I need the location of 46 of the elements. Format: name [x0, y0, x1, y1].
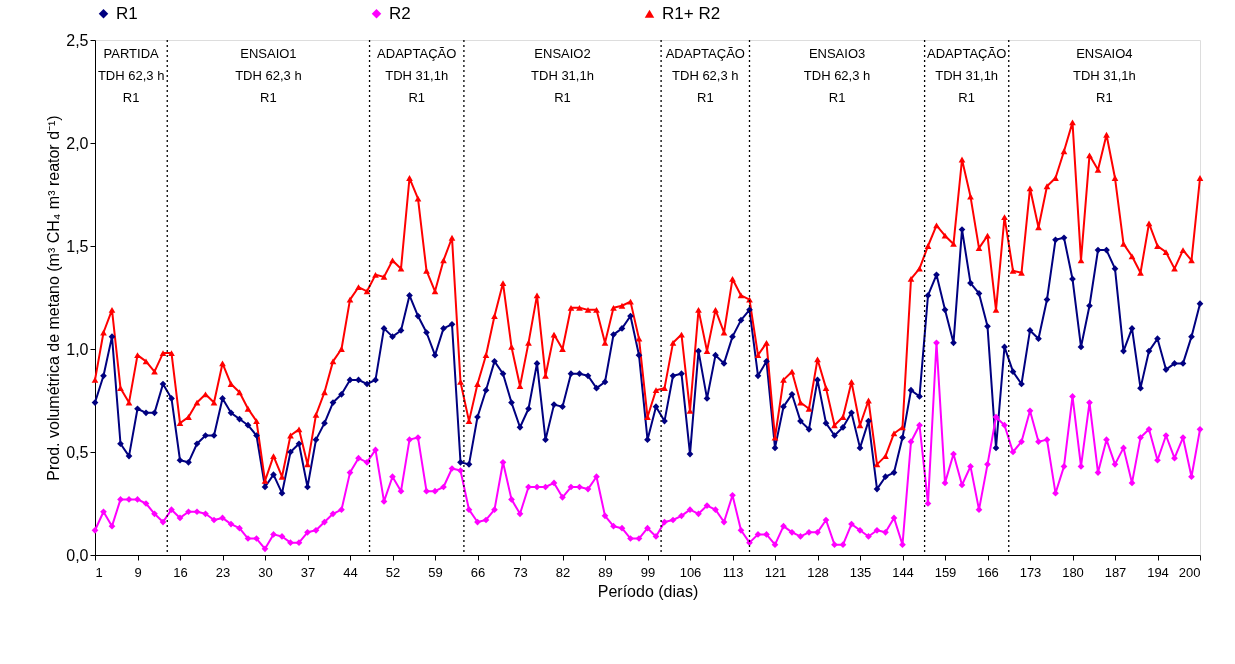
x-tick-label: 59 — [428, 564, 443, 580]
x-tick-label: 144 — [892, 564, 914, 580]
x-tick-label: 166 — [977, 564, 999, 580]
x-tick-label: 180 — [1062, 564, 1084, 580]
x-tick-label: 1 — [95, 564, 103, 580]
legend-label: R2 — [389, 3, 411, 23]
x-tick-label: 194 — [1147, 564, 1169, 580]
legend-label: R1+ R2 — [662, 3, 721, 23]
x-tick-label: 173 — [1019, 564, 1042, 580]
x-tick-label: 73 — [513, 564, 528, 580]
x-tick-label: 187 — [1104, 564, 1127, 580]
annotation: ADAPTAÇÃO TDH 31,1h R1 — [927, 46, 1007, 105]
y-tick-label: 2,0 — [66, 134, 89, 152]
x-tick-label: 113 — [722, 564, 744, 580]
annotation: ENSAIO4 TDH 31,1h R1 — [1072, 46, 1136, 105]
annotation: ADAPTAÇÃO TDH 31,1h R1 — [377, 46, 457, 105]
x-tick-label: 128 — [807, 564, 829, 580]
x-tick-label: 89 — [598, 564, 613, 580]
x-axis-title: Período (dias) — [597, 582, 699, 600]
x-tick-label: 82 — [555, 564, 571, 580]
x-tick-label: 159 — [934, 564, 957, 580]
y-tick-label: 1,5 — [66, 237, 89, 255]
x-tick-label: 200 — [1178, 564, 1201, 580]
annotation: ADAPTAÇÃO TDH 62,3 h R1 — [665, 46, 745, 105]
x-tick-label: 66 — [470, 564, 486, 580]
annotation: ENSAIO1 TDH 62,3 h R1 — [235, 46, 302, 105]
x-tick-label: 37 — [300, 564, 316, 580]
legend-label: R1 — [116, 3, 138, 23]
y-tick-label: 2,5 — [66, 31, 89, 49]
x-tick-label: 52 — [385, 564, 401, 580]
x-tick-label: 106 — [679, 564, 702, 580]
annotation: ENSAIO2 TDH 31,1h R1 — [531, 46, 594, 105]
annotation: PARTIDA TDH 62,3 h R1 — [97, 46, 165, 105]
annotation: ENSAIO3 TDH 62,3 h R1 — [803, 46, 871, 105]
x-tick-label: 135 — [849, 564, 872, 580]
y-tick-label: 1,0 — [66, 340, 89, 358]
x-tick-label: 99 — [640, 564, 656, 580]
x-tick-label: 9 — [134, 564, 142, 580]
y-axis-title: Prod. volumétrica de metano (m³ CH₄ m³ reator d⁻¹) — [45, 115, 63, 481]
x-tick-label: 30 — [258, 564, 273, 580]
x-tick-label: 121 — [764, 564, 787, 580]
y-tick-label: 0,5 — [66, 443, 89, 461]
y-tick-label: 0,0 — [66, 546, 89, 564]
x-tick-label: 23 — [215, 564, 231, 580]
x-tick-label: 16 — [173, 564, 188, 580]
x-tick-label: 44 — [343, 564, 358, 580]
